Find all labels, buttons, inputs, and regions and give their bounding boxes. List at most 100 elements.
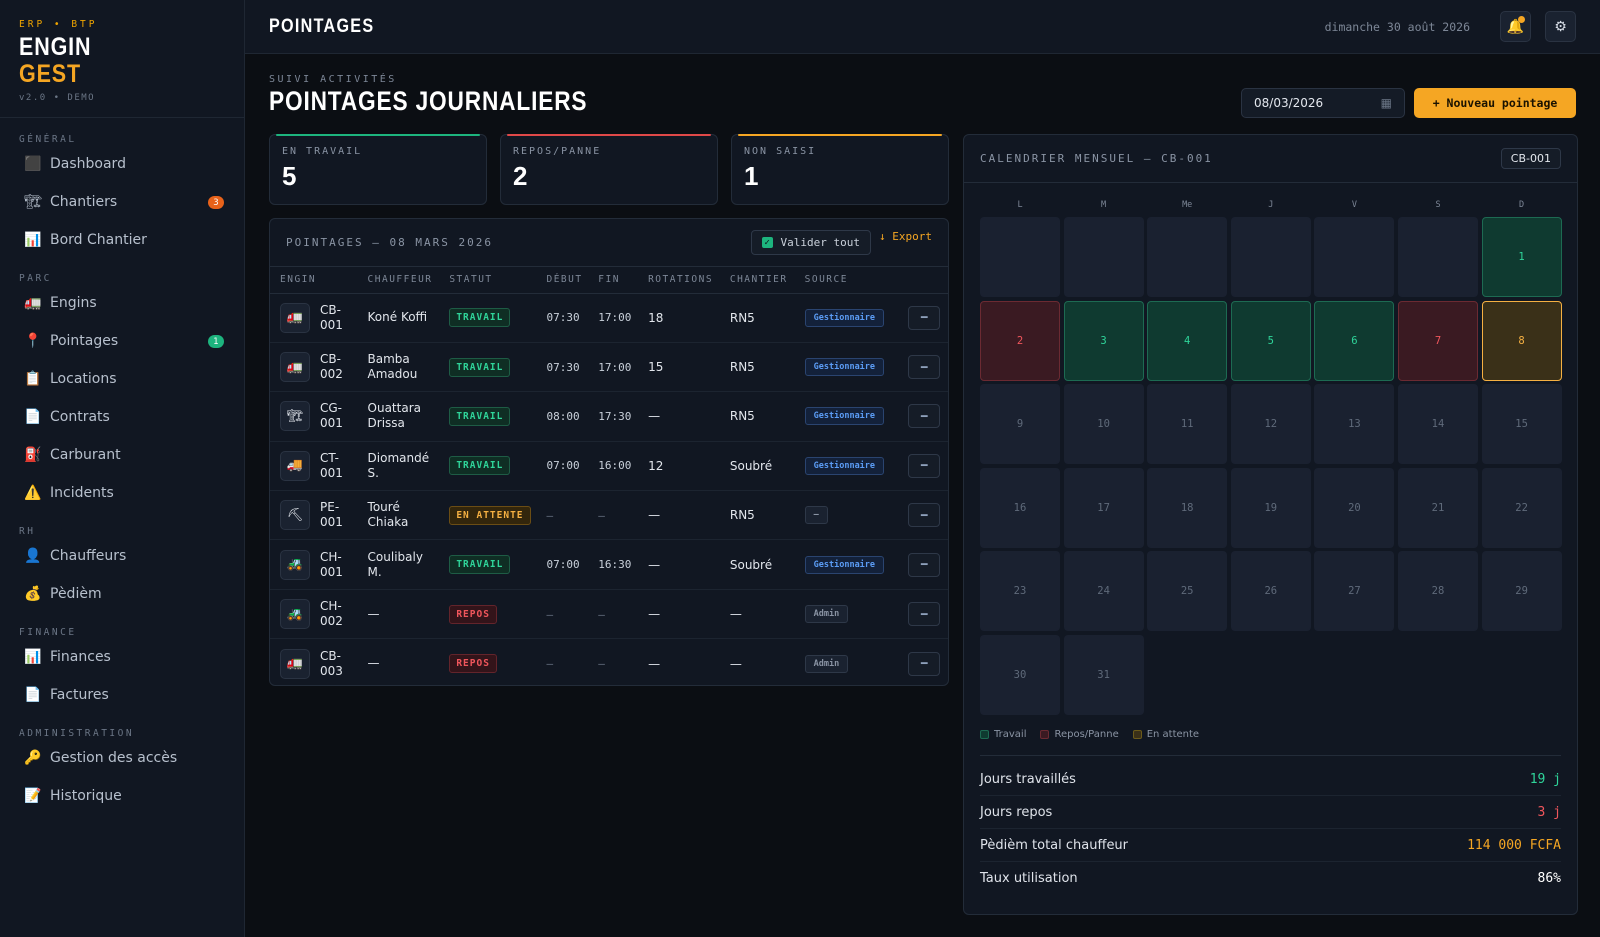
engine-code[interactable]: CH- 001 — [320, 549, 343, 579]
table-row[interactable]: ⛏ PE- 001 Touré Chiaka EN ATTENTE — — — RN5— ━ — [270, 490, 948, 541]
row-edit-button[interactable]: ━ — [908, 305, 941, 330]
row-edit-button[interactable]: ━ — [908, 404, 941, 429]
sidebar-item-gestion-des-acc-s[interactable]: 🔑 Gestion des accès — [0, 739, 244, 777]
sidebar-item-dashboard[interactable]: ⬛ Dashboard — [0, 145, 244, 183]
table-row[interactable]: 🚛 CB- 003 — REPOS — — — — Admin ━ — [270, 639, 948, 685]
legend-label: Travail — [994, 729, 1027, 740]
legend-swatch — [1040, 730, 1050, 739]
calendar-day[interactable]: 25 — [1147, 551, 1228, 632]
row-edit-button[interactable]: ━ — [908, 503, 941, 528]
calendar-day[interactable]: 6 — [1314, 300, 1395, 381]
sidebar-item-contrats[interactable]: 📄 Contrats — [0, 398, 244, 436]
row-edit-button[interactable]: ━ — [908, 651, 941, 676]
calendar-day[interactable]: 27 — [1314, 551, 1395, 632]
new-pointage-button[interactable]: + Nouveau pointage — [1414, 88, 1576, 118]
stat-card: EN TRAVAIL 5 — [269, 134, 487, 205]
calendar-day[interactable]: 12 — [1230, 384, 1311, 465]
table-row[interactable]: 🚜 CH- 001 Coulibaly M. TRAVAIL 07:00 16:30— So… — [270, 539, 948, 590]
sidebar-item-p-di-m[interactable]: 💰 Pèdièm — [0, 575, 244, 613]
start-time: — — [546, 657, 554, 671]
brand-version: v2.0 • DEMO — [19, 93, 96, 103]
rotations-count: 15 — [638, 342, 720, 393]
table-row[interactable]: 🚛 CB- 001 Koné Koffi TRAVAIL 07:30 17:00 18 RN5… — [270, 293, 948, 343]
calendar-empty-cell — [1398, 217, 1478, 297]
weekday-label: S — [1435, 200, 1441, 210]
calendar-day[interactable]: 17 — [1063, 467, 1144, 548]
calendar-day[interactable]: 30 — [980, 635, 1060, 715]
calendar-day[interactable]: 19 — [1230, 467, 1311, 548]
end-time: 16:30 — [588, 539, 639, 590]
calendar-icon[interactable]: ▦ — [1380, 96, 1392, 110]
engine-code[interactable]: CG- 001 — [320, 401, 343, 431]
calendar-day[interactable]: 15 — [1481, 384, 1562, 465]
sidebar-item-carburant[interactable]: ⛽ Carburant — [0, 436, 244, 474]
calendar-day[interactable]: 26 — [1230, 551, 1311, 632]
calendar-day[interactable]: 18 — [1147, 467, 1228, 548]
calendar-day[interactable]: 24 — [1063, 551, 1144, 632]
rotations-count: 12 — [638, 441, 720, 492]
calendar-day[interactable]: 1 — [1481, 217, 1562, 297]
calendar-day[interactable]: 31 — [1063, 635, 1144, 715]
sidebar-item-incidents[interactable]: ⚠️ Incidents — [0, 474, 244, 512]
calendar-day[interactable]: 16 — [980, 467, 1060, 548]
key-icon: 🔑 — [24, 750, 42, 766]
calendar-day[interactable]: 5 — [1230, 300, 1311, 381]
sidebar-item-chantiers[interactable]: 🏗 Chantiers 3 — [0, 183, 244, 221]
date-picker[interactable]: 08/03/2026 ▦ — [1241, 88, 1405, 118]
engine-code[interactable]: PE- 001 — [320, 500, 343, 530]
engine-code[interactable]: CB- 001 — [320, 302, 343, 332]
row-edit-button[interactable]: ━ — [908, 355, 941, 380]
calendar-day[interactable]: 3 — [1063, 300, 1144, 381]
sidebar-item-chauffeurs[interactable]: 👤 Chauffeurs — [0, 537, 244, 575]
engine-code[interactable]: CB- 003 — [320, 648, 343, 678]
status-cell: TRAVAIL — [439, 342, 537, 393]
settings-button[interactable]: ⚙ — [1545, 11, 1576, 42]
actions-cell: ━ — [898, 639, 948, 685]
sidebar-item-factures[interactable]: 📄 Factures — [0, 676, 244, 714]
calendar-day[interactable]: 4 — [1147, 300, 1228, 381]
calendar-day[interactable]: 9 — [980, 384, 1060, 465]
calendar-day[interactable]: 28 — [1398, 551, 1478, 632]
calendar-day[interactable]: 22 — [1481, 467, 1562, 548]
sidebar-item-locations[interactable]: 📋 Locations — [0, 360, 244, 398]
sidebar-item-pointages[interactable]: 📍 Pointages 1 — [0, 322, 244, 360]
notifications-button[interactable]: 🔔 — [1500, 11, 1531, 42]
calendar-day[interactable]: 2 — [980, 300, 1060, 381]
engine-code[interactable]: CH- 002 — [320, 599, 343, 629]
row-edit-button[interactable]: ━ — [908, 602, 941, 627]
validate-all-button[interactable]: ✓ Valider tout — [750, 230, 872, 255]
row-edit-button[interactable]: ━ — [908, 453, 941, 478]
table-row[interactable]: 🚛 CB- 002 Bamba Amadou TRAVAIL 07:30 17:00 15 R… — [270, 342, 948, 393]
calendar-day[interactable]: 29 — [1481, 551, 1562, 632]
brand[interactable]: ERP • BTP ENGIN GEST v2.0 • DEMO — [0, 0, 244, 118]
source-cell: Admin — [795, 639, 899, 685]
actions-cell: ━ — [898, 539, 948, 590]
site-name: — — [719, 589, 795, 640]
calendar-day[interactable]: 21 — [1398, 467, 1478, 548]
engine-code[interactable]: CB- 002 — [320, 352, 343, 382]
sidebar-item-bord-chantier[interactable]: 📊 Bord Chantier — [0, 221, 244, 259]
calendar-day[interactable]: 23 — [980, 551, 1060, 632]
calendar-day[interactable]: 8 — [1481, 300, 1562, 381]
calendar-day[interactable]: 20 — [1314, 467, 1395, 548]
calendar-day[interactable]: 14 — [1398, 384, 1478, 465]
calendar-day[interactable]: 11 — [1147, 384, 1228, 465]
calendar-day[interactable]: 7 — [1398, 300, 1478, 381]
start-time: 07:00 — [536, 539, 589, 590]
calendar-day[interactable]: 10 — [1063, 384, 1144, 465]
table-row[interactable]: 🚜 CH- 002— REPOS — — — — Admin ━ — [270, 589, 948, 640]
engine-code[interactable]: CT- 001 — [320, 450, 343, 480]
summary-value: 86% — [1537, 871, 1561, 886]
table-row[interactable]: 🚚 CT- 001 Diomandé S. TRAVAIL 07:00 16:00 12 So… — [270, 441, 948, 492]
calendar-engine-tag[interactable]: CB-001 — [1500, 148, 1561, 169]
sidebar-item-finances[interactable]: 📊 Finances — [0, 638, 244, 676]
sidebar-item-label: Chantiers — [50, 194, 118, 210]
nav-count-badge: 1 — [208, 335, 224, 348]
pointages-table: ENGIN CHAUFFEUR STATUT DÉBUT FIN ROTATIONS CHA… — [270, 267, 948, 685]
sidebar-item-historique[interactable]: 📝 Historique — [0, 777, 244, 815]
row-edit-button[interactable]: ━ — [908, 552, 941, 577]
sidebar-item-engins[interactable]: 🚛 Engins — [0, 284, 244, 322]
calendar-day[interactable]: 13 — [1314, 384, 1395, 465]
export-button[interactable]: ↓ Export — [879, 230, 932, 243]
table-row[interactable]: 🏗 CG- 001 Ouattara Drissa TRAVAIL 08:00 17:30… — [270, 391, 948, 442]
